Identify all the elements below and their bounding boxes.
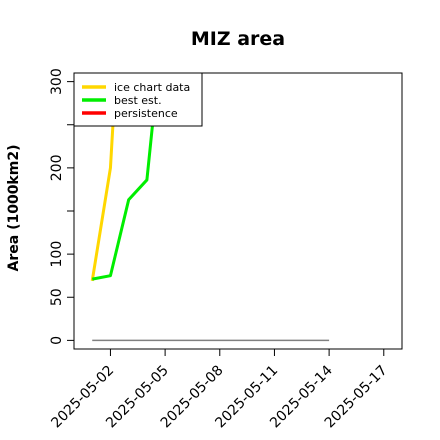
y-tick-label: 300 xyxy=(49,68,65,95)
series-line-1 xyxy=(91,73,160,281)
y-tick-label: 0 xyxy=(49,336,65,345)
y-tick-label: 100 xyxy=(49,241,65,268)
chart-title: MIZ area xyxy=(191,28,285,50)
legend-label: best est. xyxy=(114,94,162,107)
y-tick-label: 50 xyxy=(49,288,65,306)
legend-label: ice chart data xyxy=(114,81,190,94)
y-axis-label: Area (1000km2) xyxy=(6,145,22,272)
y-tick-label: 200 xyxy=(49,155,65,182)
plot-frame xyxy=(73,72,403,350)
legend-label: persistence xyxy=(114,107,178,120)
